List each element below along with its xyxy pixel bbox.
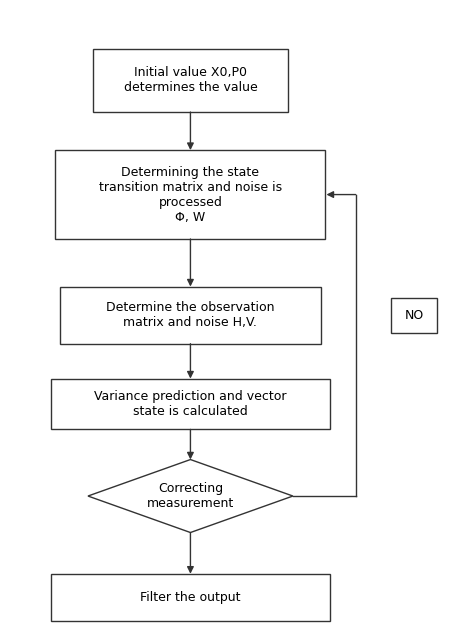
FancyBboxPatch shape bbox=[60, 287, 321, 344]
FancyBboxPatch shape bbox=[51, 574, 330, 621]
Text: Correcting
measurement: Correcting measurement bbox=[147, 482, 234, 510]
Text: Variance prediction and vector
state is calculated: Variance prediction and vector state is … bbox=[94, 390, 287, 418]
Text: NO: NO bbox=[404, 309, 424, 322]
FancyBboxPatch shape bbox=[391, 298, 437, 332]
Text: Filter the output: Filter the output bbox=[140, 591, 241, 604]
FancyBboxPatch shape bbox=[92, 49, 288, 112]
Text: Initial value X0,P0
determines the value: Initial value X0,P0 determines the value bbox=[124, 66, 257, 95]
FancyBboxPatch shape bbox=[55, 150, 326, 239]
Polygon shape bbox=[88, 460, 293, 532]
Text: Determining the state
transition matrix and noise is
processed
Φ, W: Determining the state transition matrix … bbox=[99, 165, 282, 224]
FancyBboxPatch shape bbox=[51, 379, 330, 430]
Text: Determine the observation
matrix and noise H,V.: Determine the observation matrix and noi… bbox=[106, 301, 275, 329]
